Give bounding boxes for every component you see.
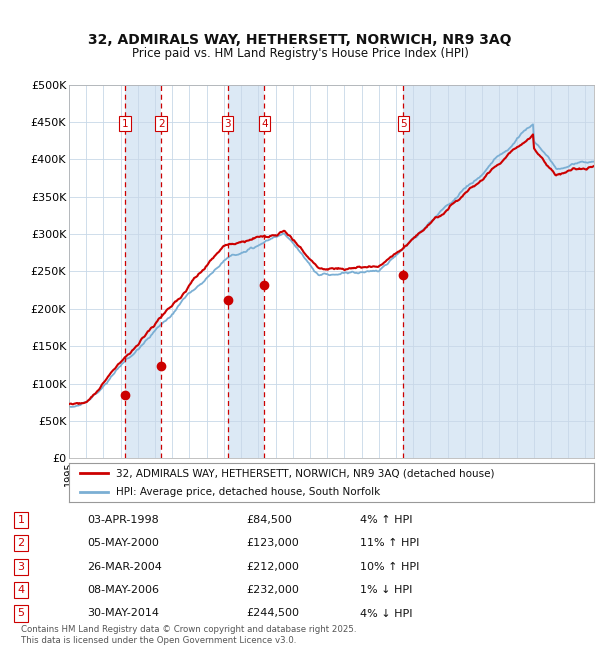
Text: £212,000: £212,000 [246,562,299,571]
Text: 2: 2 [17,538,25,548]
Text: 08-MAY-2006: 08-MAY-2006 [87,585,159,595]
Text: 32, ADMIRALS WAY, HETHERSETT, NORWICH, NR9 3AQ (detached house): 32, ADMIRALS WAY, HETHERSETT, NORWICH, N… [116,469,495,478]
Text: 03-APR-1998: 03-APR-1998 [87,515,159,525]
Text: 26-MAR-2004: 26-MAR-2004 [87,562,162,571]
Text: 11% ↑ HPI: 11% ↑ HPI [360,538,419,548]
Text: HPI: Average price, detached house, South Norfolk: HPI: Average price, detached house, Sout… [116,487,380,497]
Text: 1: 1 [122,119,128,129]
Text: 5: 5 [400,119,406,129]
Bar [403,84,594,458]
Text: £84,500: £84,500 [246,515,292,525]
Text: 2: 2 [158,119,164,129]
Bar [125,84,161,458]
Bar [228,84,265,458]
Text: £244,500: £244,500 [246,608,299,618]
Text: 4% ↓ HPI: 4% ↓ HPI [360,608,413,618]
Text: Contains HM Land Registry data © Crown copyright and database right 2025.
This d: Contains HM Land Registry data © Crown c… [21,625,356,645]
Text: 3: 3 [224,119,231,129]
Text: 1: 1 [17,515,25,525]
Text: 4% ↑ HPI: 4% ↑ HPI [360,515,413,525]
Text: £123,000: £123,000 [246,538,299,548]
Text: 10% ↑ HPI: 10% ↑ HPI [360,562,419,571]
Text: £232,000: £232,000 [246,585,299,595]
Text: 30-MAY-2014: 30-MAY-2014 [87,608,159,618]
Text: Price paid vs. HM Land Registry's House Price Index (HPI): Price paid vs. HM Land Registry's House … [131,47,469,60]
Text: 5: 5 [17,608,25,618]
Text: 32, ADMIRALS WAY, HETHERSETT, NORWICH, NR9 3AQ: 32, ADMIRALS WAY, HETHERSETT, NORWICH, N… [88,33,512,47]
Text: 1% ↓ HPI: 1% ↓ HPI [360,585,412,595]
Text: 4: 4 [17,585,25,595]
Text: 4: 4 [261,119,268,129]
Text: 05-MAY-2000: 05-MAY-2000 [87,538,159,548]
Text: 3: 3 [17,562,25,571]
